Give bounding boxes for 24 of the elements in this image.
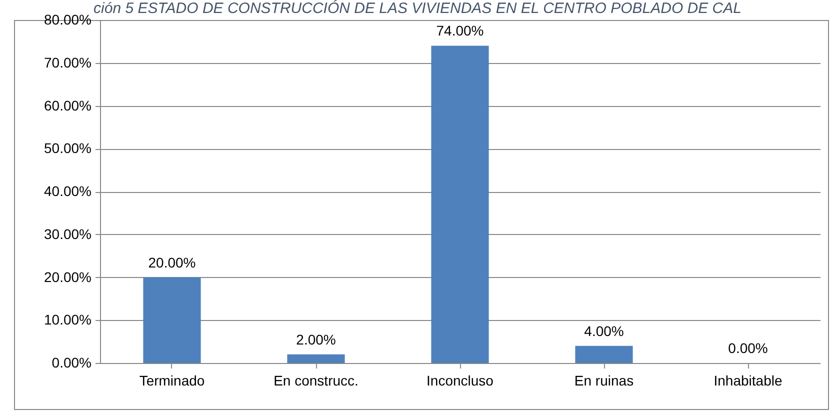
bar [143, 277, 201, 363]
x-tick-label: Terminado [139, 372, 205, 388]
y-tick-label: 80.00% [44, 12, 92, 28]
x-tick-label: Inhabitable [714, 372, 782, 388]
y-tick-label: 40.00% [44, 183, 92, 199]
y-tick-label: 60.00% [44, 97, 92, 114]
data-label: 74.00% [436, 22, 484, 39]
x-tick-label: En ruinas [574, 372, 634, 388]
y-tick-label: 50.00% [44, 140, 92, 156]
y-tick-label: 10.00% [44, 312, 92, 328]
data-label: 0.00% [728, 340, 768, 356]
bar [575, 346, 633, 363]
bar [431, 46, 489, 363]
data-label: 20.00% [148, 254, 196, 270]
x-tick-label: Inconcluso [426, 372, 494, 388]
bar [287, 354, 345, 363]
y-tick-label: 30.00% [44, 226, 92, 242]
y-tick-label: 70.00% [44, 54, 92, 70]
data-label: 2.00% [296, 331, 336, 348]
data-label: 4.00% [584, 322, 624, 339]
y-tick-label: 20.00% [44, 268, 92, 285]
chart-title: ción 5 ESTADO DE CONSTRUCCIÓN DE LAS VIVIENDAS EN EL CENTRO POBLADO DE CAL [94, 0, 742, 17]
x-tick-label: En construcc. [274, 372, 358, 388]
y-tick-label: 0.00% [52, 354, 92, 370]
